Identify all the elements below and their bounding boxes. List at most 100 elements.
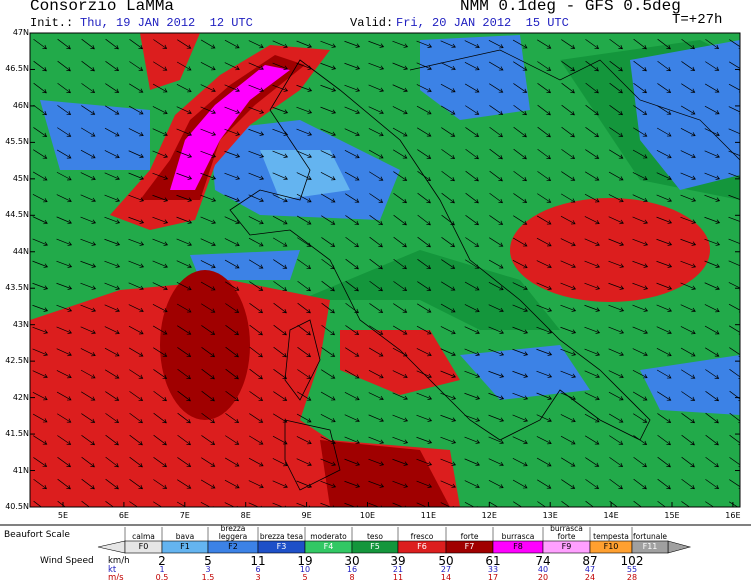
wind-arrow bbox=[561, 104, 575, 116]
speed-kt: 10 bbox=[299, 565, 311, 574]
wind-arrow bbox=[609, 478, 623, 490]
lon-label: 8E bbox=[240, 511, 251, 520]
scale-label: Beaufort Scale bbox=[4, 530, 70, 540]
wind-arrow bbox=[656, 326, 672, 335]
lon-label: 10E bbox=[359, 511, 376, 520]
wind-arrow bbox=[560, 370, 577, 378]
wind-arrow bbox=[297, 369, 312, 379]
wind-arrow bbox=[440, 436, 457, 444]
wind-arrow bbox=[296, 62, 313, 70]
wind-arrow bbox=[392, 458, 409, 466]
wind-arrow bbox=[224, 194, 241, 202]
wind-arrow bbox=[488, 282, 504, 291]
wind-arrow bbox=[705, 456, 719, 468]
speed-kt: 27 bbox=[440, 565, 452, 574]
wind-arrow bbox=[633, 38, 647, 50]
wind-arrow bbox=[440, 458, 457, 466]
wind-arrow bbox=[608, 282, 625, 290]
wind-arrow bbox=[128, 304, 144, 313]
wind-arrow bbox=[176, 282, 192, 291]
wind-arrow bbox=[176, 61, 192, 71]
speed-kt: 55 bbox=[626, 565, 638, 574]
wind-arrow bbox=[321, 347, 336, 357]
wind-arrow bbox=[225, 346, 239, 358]
wind-arrow bbox=[225, 325, 240, 336]
wind-arrow bbox=[417, 192, 431, 204]
wind-arrow bbox=[632, 216, 649, 224]
wind-arrow bbox=[441, 259, 456, 269]
wind-arrow bbox=[80, 127, 96, 137]
wind-arrow bbox=[560, 326, 577, 334]
wind-arrow bbox=[297, 302, 311, 314]
wind-arrow bbox=[249, 413, 264, 423]
wind-arrow bbox=[368, 436, 385, 444]
wind-arrow bbox=[153, 369, 168, 379]
wind-arrow bbox=[128, 238, 145, 246]
wind-arrow bbox=[345, 302, 359, 314]
wind-arrow bbox=[369, 325, 384, 335]
wind-arrow bbox=[560, 414, 576, 423]
wind-arrow bbox=[536, 392, 553, 400]
wind-arrow bbox=[657, 478, 671, 490]
wind-arrow bbox=[177, 39, 192, 49]
wind-arrow bbox=[344, 40, 361, 48]
wind-arrow bbox=[464, 61, 480, 71]
unit-label: km/h bbox=[108, 556, 130, 566]
wind-arrow bbox=[657, 105, 672, 115]
wind-arrow bbox=[344, 458, 361, 466]
wind-arrow bbox=[657, 413, 672, 423]
wind-arrow bbox=[224, 259, 240, 269]
wind-arrow bbox=[81, 500, 94, 507]
wind-arrow bbox=[153, 39, 168, 49]
wind-arrow bbox=[224, 238, 240, 247]
wind-arrow bbox=[560, 193, 576, 203]
wind-arrow bbox=[584, 348, 601, 356]
wind-arrow bbox=[512, 414, 529, 422]
wind-arrow bbox=[489, 237, 504, 247]
init-time: Thu, 19 JAN 2012 12 UTC bbox=[80, 16, 253, 30]
wind-arrow bbox=[417, 259, 432, 270]
wind-arrow bbox=[608, 370, 624, 379]
lat-label: 46.5N bbox=[5, 64, 29, 74]
wind-arrow bbox=[609, 38, 623, 50]
speed-kmh: 50 bbox=[438, 554, 454, 568]
wind-arrow bbox=[488, 61, 504, 71]
wind-arrow bbox=[296, 40, 313, 48]
wind-arrow bbox=[321, 215, 336, 225]
wind-arrow bbox=[33, 82, 47, 94]
wind-arrow bbox=[680, 216, 697, 224]
wind-arrow bbox=[153, 412, 167, 424]
wind-arrow bbox=[393, 236, 407, 248]
wind-arrow bbox=[321, 302, 335, 314]
wind-arrow bbox=[560, 435, 576, 445]
wind-arrow bbox=[608, 391, 624, 401]
speed-kmh: 102 bbox=[620, 554, 644, 568]
wind-arrow bbox=[344, 436, 361, 445]
speed-kt: 40 bbox=[537, 565, 549, 574]
class-name: burrasca forte bbox=[550, 524, 583, 541]
wind-arrow bbox=[681, 434, 695, 446]
wind-arrow bbox=[464, 83, 480, 93]
wind-arrow bbox=[57, 478, 71, 490]
wind-arrow bbox=[56, 238, 73, 246]
speed-ms: 8 bbox=[349, 573, 355, 580]
wind-arrow bbox=[633, 435, 648, 445]
unit-label: kt bbox=[108, 565, 117, 575]
wind-arrow bbox=[176, 84, 192, 93]
wind-arrow bbox=[104, 369, 120, 379]
wind-arrow bbox=[464, 304, 480, 313]
wind-arrow bbox=[104, 260, 121, 268]
speed-kt: 16 bbox=[346, 565, 358, 574]
wind-arrow bbox=[201, 457, 216, 467]
class-code: F11 bbox=[642, 542, 658, 551]
wind-arrow bbox=[369, 236, 383, 248]
wind-arrow bbox=[224, 502, 239, 507]
wind-arrow bbox=[609, 149, 624, 159]
speed-ms: 0.5 bbox=[155, 573, 169, 580]
wind-arrow bbox=[632, 260, 649, 268]
wind-arrow bbox=[704, 150, 720, 159]
wind-arrow bbox=[176, 106, 192, 115]
wind-arrow bbox=[224, 216, 240, 225]
wind-arrow bbox=[153, 434, 167, 446]
wind-arrow bbox=[176, 216, 193, 224]
